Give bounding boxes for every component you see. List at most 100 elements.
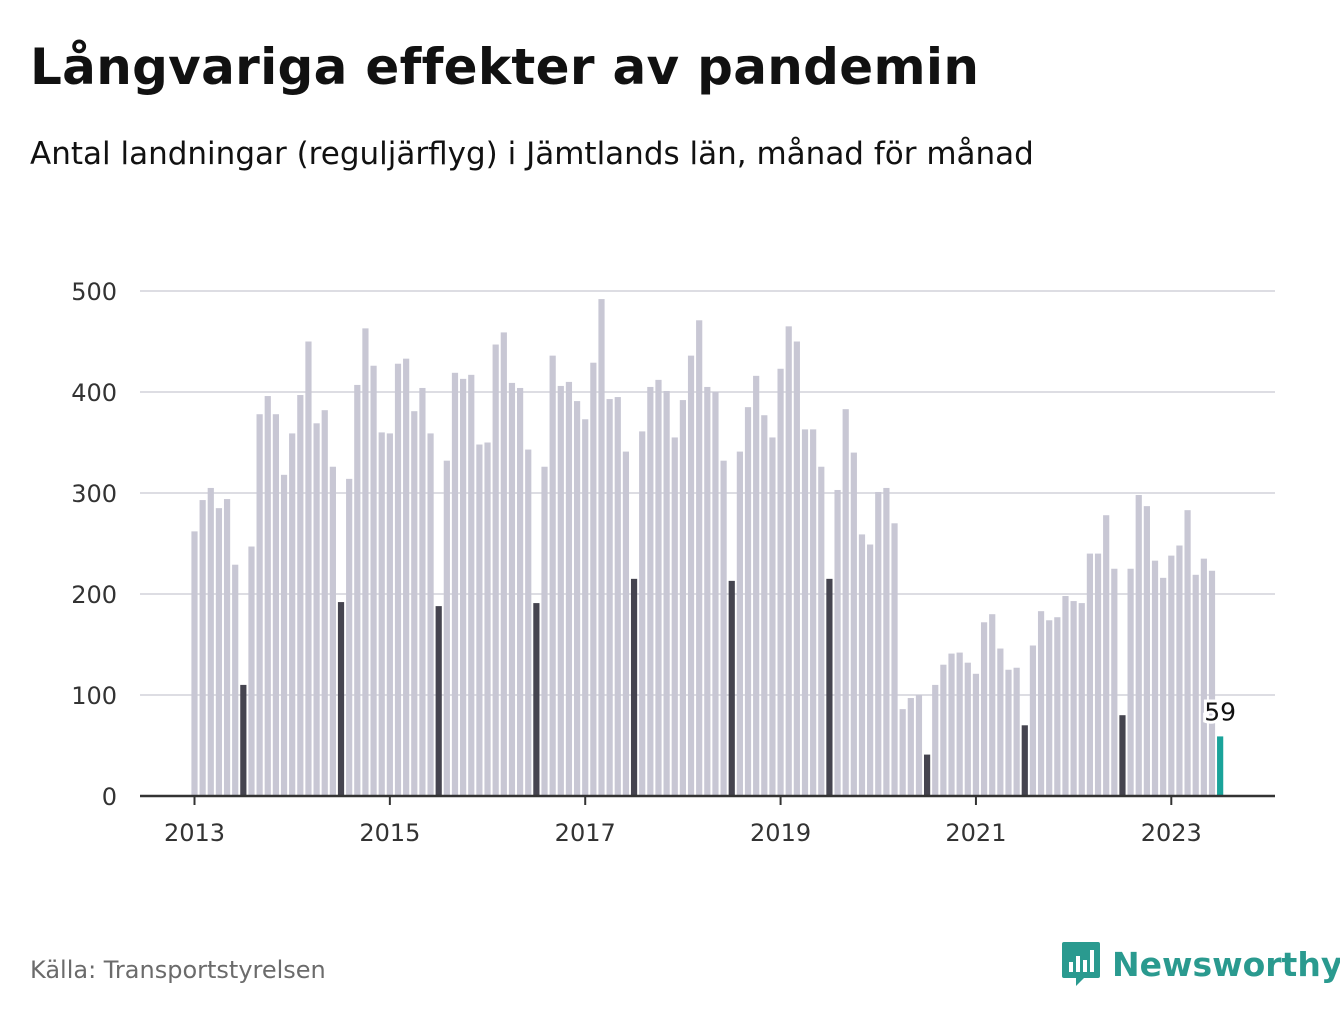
bar <box>1143 506 1150 796</box>
bar-july <box>435 606 442 796</box>
bar <box>264 396 271 796</box>
bar <box>419 387 426 796</box>
bar <box>1094 553 1102 796</box>
y-tick-label: 400 <box>71 379 117 407</box>
bar <box>639 431 646 796</box>
bar <box>476 444 483 796</box>
bar <box>696 320 703 796</box>
bar-july <box>630 578 638 796</box>
y-tick-label: 200 <box>71 581 117 609</box>
bar <box>386 433 393 796</box>
bar <box>1127 568 1134 796</box>
bar <box>972 673 980 796</box>
bar <box>1168 555 1175 796</box>
bar-july <box>1021 725 1028 796</box>
bar <box>606 399 613 796</box>
bar <box>1005 669 1012 796</box>
bar <box>289 433 296 796</box>
bar <box>1103 515 1110 796</box>
bar <box>207 487 214 796</box>
bar <box>793 341 800 796</box>
bar <box>549 355 556 796</box>
bar-july <box>533 603 540 796</box>
bar <box>223 499 231 796</box>
bar <box>378 432 385 796</box>
bar <box>362 328 369 796</box>
bar <box>801 429 809 796</box>
bar-july <box>240 684 247 796</box>
bar-july <box>337 602 345 796</box>
bar <box>1070 601 1077 796</box>
bar <box>1037 611 1045 796</box>
bar <box>1160 577 1167 796</box>
bar <box>484 442 491 796</box>
bar <box>777 368 784 796</box>
bar <box>313 423 320 796</box>
bar <box>525 449 532 796</box>
source-note: Källa: Transportstyrelsen <box>30 956 326 984</box>
bar <box>394 363 402 796</box>
bar <box>1078 603 1085 796</box>
bar <box>500 332 507 796</box>
x-tick-label: 2021 <box>945 819 1006 847</box>
bar <box>980 622 988 796</box>
bar <box>687 355 695 796</box>
bars <box>191 299 1224 796</box>
bar <box>842 409 849 796</box>
bar-july <box>728 580 735 796</box>
y-tick-label: 300 <box>71 480 117 508</box>
axes: 2013 2015 2017 2019 2021 2023 <box>140 794 1275 847</box>
x-tick-label: 2013 <box>164 819 225 847</box>
bar <box>1135 495 1142 796</box>
bar <box>1111 568 1118 796</box>
bar <box>1013 667 1020 796</box>
bar <box>810 429 817 796</box>
bar <box>1208 570 1216 796</box>
x-tick-label: 2019 <box>750 819 811 847</box>
bar <box>232 564 239 796</box>
bar <box>321 410 328 796</box>
bar <box>761 415 768 796</box>
chart-subtitle: Antal landningar (reguljärflyg) i Jämtla… <box>30 136 1034 172</box>
bar <box>451 372 459 796</box>
bar-july <box>1119 715 1126 796</box>
bar <box>1192 574 1199 796</box>
bar <box>354 384 361 796</box>
bar <box>997 648 1004 796</box>
brand-logo: Newsworthy <box>1060 940 1340 988</box>
bar <box>280 474 288 796</box>
bar <box>647 386 654 796</box>
y-tick-label: 500 <box>71 278 117 306</box>
bar <box>907 698 914 796</box>
bar <box>948 653 955 796</box>
bar <box>1029 645 1037 796</box>
bar <box>834 489 841 796</box>
y-tick-label: 100 <box>71 682 117 710</box>
bar <box>932 684 939 796</box>
bar <box>720 460 727 796</box>
bar <box>1200 558 1207 796</box>
bar <box>297 395 304 796</box>
bar-latest <box>1217 736 1224 796</box>
x-tick-label: 2023 <box>1141 819 1202 847</box>
bar <box>598 299 605 796</box>
bar <box>565 381 573 796</box>
latest-value-label: 59 <box>1204 697 1236 726</box>
bar <box>1062 596 1069 796</box>
bar <box>891 523 898 796</box>
bar <box>443 460 450 796</box>
bar <box>753 375 760 796</box>
bar <box>663 390 670 796</box>
chart-title: Långvariga effekter av pandemin <box>30 38 980 96</box>
bar <box>582 419 589 796</box>
bar <box>622 451 630 796</box>
bar <box>468 374 475 796</box>
bar <box>940 664 947 796</box>
bar <box>712 392 719 796</box>
bar <box>785 326 792 796</box>
bar <box>460 378 467 796</box>
x-tick-label: 2015 <box>359 819 420 847</box>
newsworthy-logo-icon <box>1062 942 1100 986</box>
bar <box>346 478 353 796</box>
bar-july <box>826 578 833 796</box>
